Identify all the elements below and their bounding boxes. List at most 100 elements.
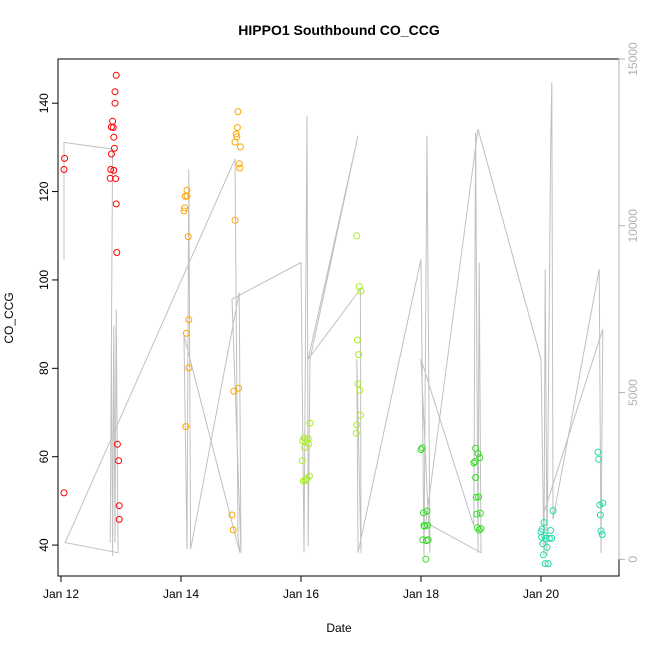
- data-point: [109, 124, 117, 131]
- data-point: [112, 200, 120, 208]
- x-tick-label: Jan 18: [403, 587, 439, 601]
- data-point: [353, 232, 361, 240]
- data-point: [354, 380, 362, 388]
- data-point: [232, 130, 240, 138]
- data-point: [547, 527, 555, 534]
- data-point: [115, 515, 123, 523]
- data-point: [417, 446, 425, 454]
- data-point: [548, 534, 556, 542]
- data-point: [470, 459, 478, 467]
- y-tick-label: 140: [37, 93, 51, 113]
- data-point: [541, 560, 549, 568]
- data-point: [112, 175, 120, 183]
- data-point: [184, 233, 192, 241]
- data-point: [109, 117, 117, 125]
- data-point: [304, 435, 312, 443]
- data-point: [111, 88, 119, 96]
- x-axis: Jan 12 Jan 14 Jan 16 Jan 18 Jan 20: [43, 575, 559, 601]
- data-point: [305, 472, 313, 480]
- data-point: [107, 150, 115, 158]
- data-point: [422, 555, 430, 563]
- data-point: [476, 509, 484, 517]
- y2-tick-label: 10000: [626, 209, 640, 243]
- data-point: [61, 154, 69, 162]
- data-point: [473, 510, 481, 518]
- data-point: [599, 499, 607, 507]
- data-point: [475, 493, 483, 501]
- data-point: [423, 507, 431, 515]
- data-point: [474, 450, 482, 458]
- x-tick-label: Jan 12: [43, 587, 79, 601]
- data-point: [60, 489, 68, 497]
- data-point: [301, 477, 309, 485]
- data-point: [298, 457, 306, 465]
- data-point: [357, 287, 365, 295]
- data-point: [233, 124, 241, 131]
- data-point: [477, 525, 485, 533]
- data-point: [419, 509, 427, 517]
- y-tick-label: 60: [37, 450, 51, 464]
- data-point: [419, 536, 427, 544]
- data-point: [230, 387, 238, 395]
- data-point: [110, 133, 118, 141]
- data-point: [231, 216, 239, 224]
- data-point: [352, 429, 360, 437]
- plot-frame: [57, 58, 620, 577]
- data-point: [424, 521, 432, 529]
- data-point: [595, 455, 603, 463]
- x-tick-label: Jan 20: [523, 587, 559, 601]
- x-tick-label: Jan 16: [283, 587, 319, 601]
- data-point: [471, 458, 479, 466]
- data-point: [233, 133, 241, 141]
- y2-tick-label: 5000: [626, 379, 640, 406]
- y-tick-label: 120: [37, 181, 51, 201]
- data-point: [306, 419, 314, 427]
- data-point: [113, 249, 121, 256]
- data-point: [540, 519, 548, 526]
- overlay-series-line: [63, 82, 604, 557]
- data-point: [236, 164, 244, 172]
- data-point: [539, 540, 547, 548]
- data-point: [549, 507, 557, 515]
- data-point: [115, 502, 123, 510]
- data-point: [356, 386, 364, 394]
- y2-tick-label: 15000: [626, 42, 640, 76]
- data-point: [185, 364, 193, 372]
- y-tick-label: 40: [37, 538, 51, 552]
- data-point: [180, 207, 188, 215]
- data-point: [107, 166, 115, 173]
- data-point: [60, 166, 68, 173]
- data-point: [545, 534, 553, 542]
- data-point: [305, 440, 313, 448]
- y-axis-left: 40 60 80 100 120 140: [37, 93, 59, 552]
- data-point: [424, 536, 432, 544]
- data-point: [543, 543, 551, 551]
- data-point: [353, 336, 361, 344]
- data-point: [539, 551, 547, 559]
- data-point: [235, 160, 243, 168]
- data-point: [115, 457, 123, 465]
- data-point: [355, 351, 363, 359]
- data-point: [353, 421, 361, 429]
- data-point: [181, 204, 189, 212]
- data-point: [597, 527, 605, 535]
- data-point: [112, 71, 120, 79]
- chart-title: HIPPO1 Southbound CO_CCG: [238, 22, 440, 38]
- x-axis-label: Date: [326, 621, 352, 635]
- data-point: [594, 448, 602, 456]
- data-point: [113, 440, 121, 448]
- data-point: [475, 526, 483, 534]
- data-point: [183, 186, 191, 194]
- data-point: [418, 444, 426, 452]
- data-point: [182, 423, 190, 431]
- data-point: [538, 525, 546, 533]
- overlay-line-layer: [63, 82, 604, 557]
- y2-tick-label: 0: [626, 556, 640, 563]
- data-point: [110, 166, 118, 174]
- data-point: [596, 511, 604, 519]
- data-point: [185, 316, 193, 324]
- scatter-points-layer: [60, 71, 607, 568]
- data-point: [110, 144, 118, 152]
- data-point: [472, 493, 480, 501]
- data-point: [229, 526, 237, 534]
